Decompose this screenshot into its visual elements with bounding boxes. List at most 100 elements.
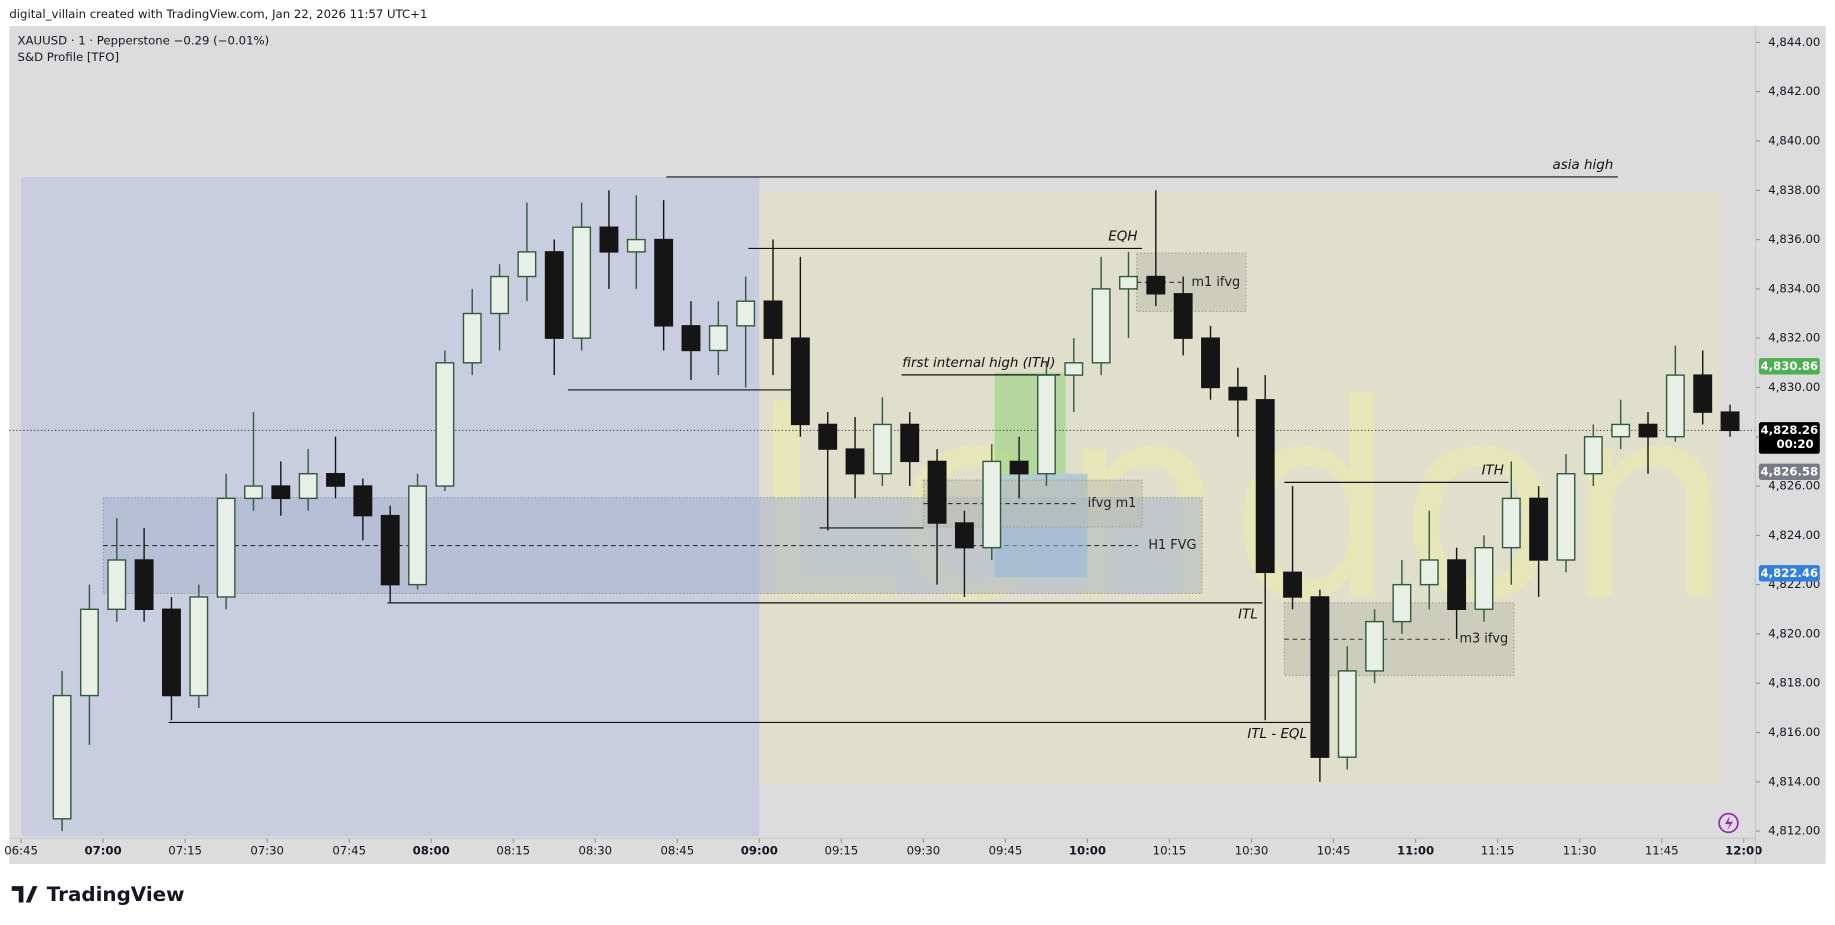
x-tick-label: 07:00 — [84, 844, 121, 858]
zone-label: m1 ifvg — [1192, 275, 1241, 290]
level-label: first internal high (ITH) — [902, 356, 1055, 371]
candle-body — [189, 596, 209, 697]
candle-body — [1720, 411, 1740, 432]
x-tick-label: 07:15 — [168, 844, 202, 858]
y-tick-label: 4,838.00 — [1768, 183, 1820, 197]
candle-body — [1173, 293, 1193, 339]
candle-body — [982, 460, 1002, 549]
x-tick-label: 09:15 — [825, 844, 859, 858]
x-tick-label: 07:30 — [250, 844, 284, 858]
x-tick-label: 07:45 — [332, 844, 366, 858]
y-tick-label: 4,818.00 — [1768, 676, 1820, 690]
alert-icon-bolt — [1724, 815, 1734, 830]
candle-body — [271, 485, 291, 500]
candle-body — [1228, 386, 1248, 401]
zone-label: m3 ifvg — [1460, 632, 1509, 647]
candle-body — [134, 559, 154, 610]
candle-body — [435, 362, 455, 487]
candle-body — [1310, 596, 1330, 758]
candle-body — [1064, 362, 1084, 376]
candle-body — [1447, 559, 1467, 610]
level-label: asia high — [1552, 158, 1613, 173]
x-tick-label: 08:45 — [660, 844, 694, 858]
candle-body — [326, 473, 345, 487]
alert-icon[interactable] — [1718, 812, 1739, 834]
y-tick-label: 4,834.00 — [1768, 281, 1820, 295]
level-layer: asia high EQH first internal high (ITH) ITH… — [9, 158, 1756, 742]
candle-body — [380, 514, 400, 586]
candle-body — [1255, 399, 1275, 574]
level-label: EQH — [1108, 230, 1137, 245]
price-tag-label: 4,828.26 — [1761, 423, 1819, 437]
candle-body — [490, 275, 510, 315]
candle-body — [626, 238, 646, 253]
candle-body — [1283, 571, 1302, 598]
price-tag — [1758, 422, 1820, 454]
y-tick-label: 4,824.00 — [1768, 528, 1820, 542]
candle-body — [927, 460, 947, 524]
candle-body — [681, 325, 701, 352]
candle-body — [572, 226, 592, 339]
candle-body — [1556, 473, 1576, 561]
x-tick-label: 10:00 — [1069, 844, 1106, 858]
candle-body — [517, 251, 537, 278]
candle-body — [954, 522, 974, 549]
candle-body — [1392, 583, 1412, 623]
logo-mark — [11, 886, 38, 903]
price-tag-label: 4,822.46 — [1761, 566, 1819, 580]
y-tick-label: 4,826.00 — [1768, 479, 1820, 493]
countdown: 00:20 — [1776, 437, 1813, 451]
candle-body — [845, 448, 865, 475]
candle-body — [818, 423, 838, 450]
credit: digital_villain created with TradingView… — [9, 7, 427, 21]
price-tag-label: 4,826.58 — [1761, 464, 1819, 478]
y-tick-label: 4,812.00 — [1768, 824, 1820, 838]
logo-text: TradingView — [47, 883, 185, 906]
axis-layer: 4,812.00 4,814.00 4,816.00 4,818.00 4,820.00… — [4, 35, 1820, 858]
candle-body — [1693, 374, 1713, 413]
level-label: ITL - EQL — [1247, 727, 1307, 742]
x-tick-label: 11:45 — [1645, 844, 1679, 858]
y-tick-label: 4,840.00 — [1768, 133, 1820, 147]
price-tag-label: 4,830.86 — [1761, 359, 1819, 373]
candle-body — [1665, 374, 1685, 438]
level-label: ITH — [1482, 464, 1504, 479]
x-tick-label: 09:45 — [989, 844, 1023, 858]
zone-label: ifvg m1 — [1088, 496, 1137, 511]
candle-body — [763, 300, 783, 339]
candle-body — [1201, 337, 1220, 389]
candle-body — [244, 485, 263, 500]
x-tick-label: 10:45 — [1317, 844, 1351, 858]
candle-body — [1611, 423, 1631, 438]
price-tag — [1758, 463, 1820, 480]
candle-body — [872, 423, 892, 475]
y-tick-label: 4,836.00 — [1768, 232, 1820, 246]
y-tick-label: 4,844.00 — [1768, 35, 1820, 49]
x-tick-label: 08:00 — [413, 844, 450, 858]
y-tick-label: 4,814.00 — [1768, 774, 1820, 788]
candle-body — [708, 325, 728, 352]
candle-body — [1119, 275, 1138, 290]
candle-body — [462, 312, 482, 364]
price-tag — [1758, 565, 1820, 582]
x-tick-label: 06:45 — [4, 844, 38, 858]
candle-body — [1638, 423, 1658, 438]
x-tick-label: 11:00 — [1397, 844, 1434, 858]
candle-body — [1365, 620, 1385, 672]
candle-body — [298, 473, 318, 500]
zone-label: H1 FVG — [1148, 538, 1196, 553]
candle-body — [654, 238, 674, 327]
candle-body — [216, 497, 236, 598]
candle-body — [1337, 670, 1357, 758]
candle-body — [599, 226, 619, 253]
y-tick-label: 4,816.00 — [1768, 725, 1820, 739]
candle-body — [790, 337, 810, 426]
candle-body — [1583, 436, 1603, 475]
candle-layer — [52, 190, 1740, 832]
x-tick-label: 08:15 — [496, 844, 530, 858]
y-tick-label: 4,832.00 — [1768, 331, 1820, 345]
candle-body — [1474, 546, 1494, 610]
y-tick-label: 4,842.00 — [1768, 84, 1820, 98]
